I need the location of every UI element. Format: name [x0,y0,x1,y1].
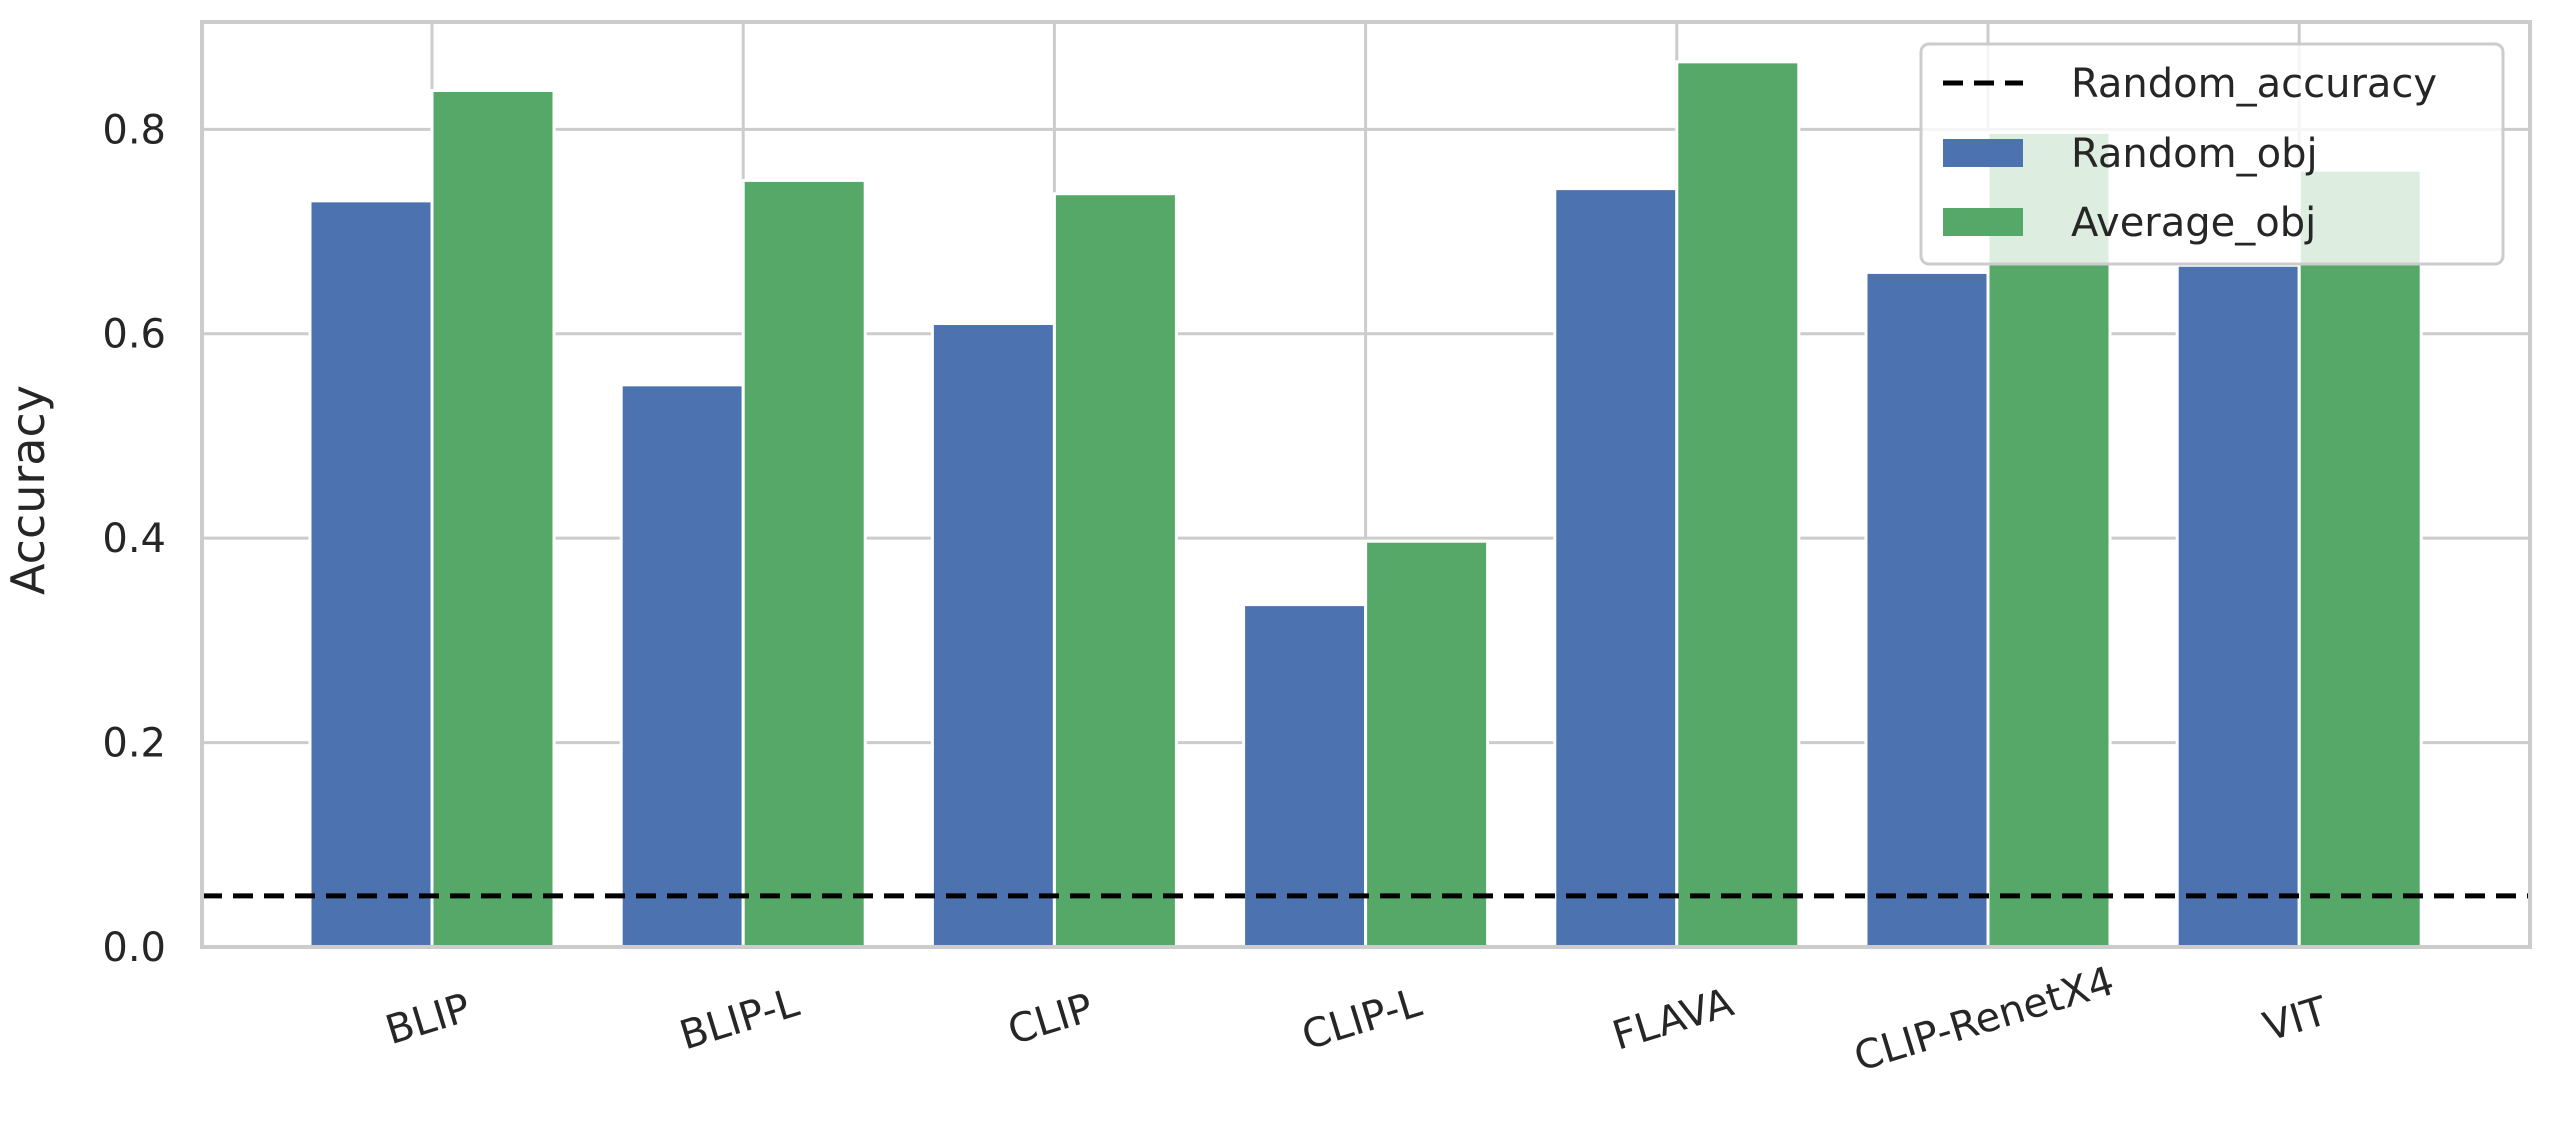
legend-label: Random_obj [2071,131,2318,177]
bar-random-obj-vit [2175,263,2301,949]
legend-swatch-random-obj [1943,139,2023,167]
bar-average-obj-clip [1052,192,1178,949]
bar-random-obj-blip [308,199,434,949]
y-tick-label: 0.6 [102,312,166,358]
bar-average-obj-blip-l [741,178,867,949]
legend-label: Random_accuracy [2071,61,2437,107]
y-axis-label: Accuracy [1,385,55,595]
plot-frame [200,20,2532,949]
bar-average-obj-clip-renetx4 [1986,130,2112,949]
bar-random-obj-clip-renetx4 [1864,270,1990,949]
bars [308,60,2423,949]
legend-label: Average_obj [2071,200,2316,246]
y-tick-label: 0.2 [102,721,166,767]
legend-box [1919,42,2505,266]
y-tick-label: 0.8 [102,107,166,153]
bar-random-obj-clip [930,322,1056,949]
legend: Random_accuracy Random_obj Average_obj [1919,42,2505,266]
y-tick-label: 0.4 [102,516,166,562]
bar-random-obj-flava [1553,187,1679,949]
legend-swatch-average-obj [1943,208,2023,236]
y-tick-label: 0.0 [102,925,166,971]
bar-average-obj-flava [1675,60,1801,949]
bar-average-obj-clip-l [1364,539,1490,949]
bar-average-obj-vit [2297,168,2423,949]
y-ticks: 0.0 0.2 0.4 0.6 0.8 [102,107,166,971]
bar-random-obj-blip-l [619,383,745,949]
bar-random-obj-clip-l [1242,603,1368,949]
bar-average-obj-blip [430,88,556,949]
